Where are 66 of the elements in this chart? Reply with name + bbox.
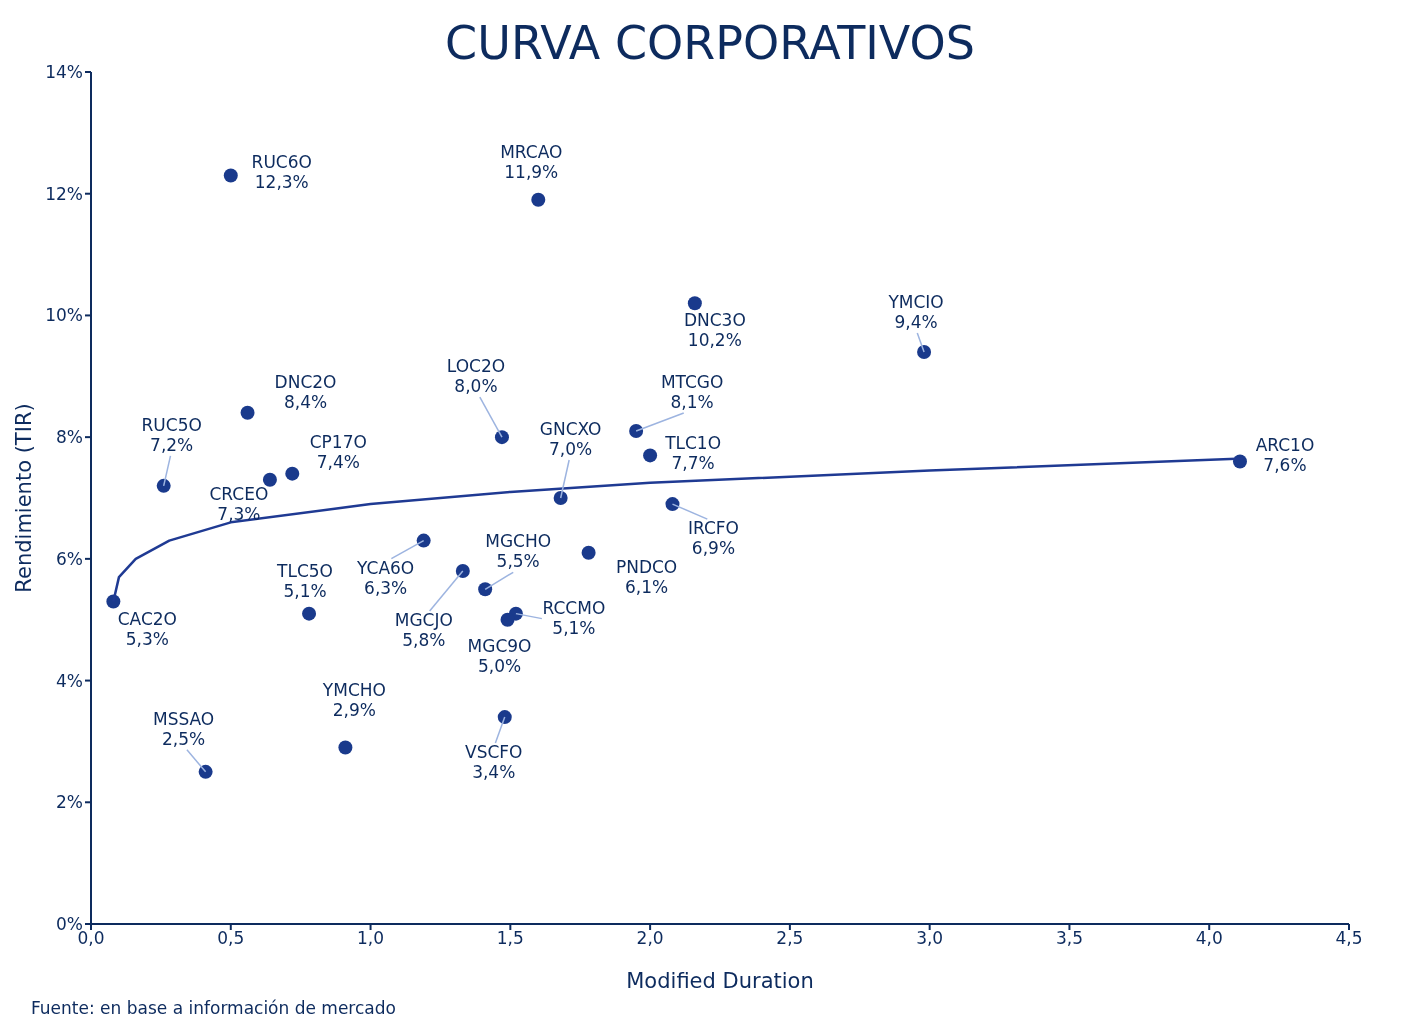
data-label: CRCEO 7,3% bbox=[209, 483, 269, 524]
y-tick-label: 2% bbox=[56, 792, 83, 813]
data-label: MGCJO 5,8% bbox=[394, 610, 453, 651]
y-tick-label: 6% bbox=[56, 548, 83, 569]
y-tick-label: 8% bbox=[56, 427, 83, 448]
data-label: DNC2O 8,4% bbox=[274, 371, 337, 412]
point bbox=[494, 430, 509, 445]
source-note: Fuente: en base a información de mercado bbox=[31, 998, 396, 1018]
data-label: CAC2O 5,3% bbox=[117, 609, 178, 650]
point bbox=[497, 710, 512, 725]
y-tick-label: 10% bbox=[45, 305, 83, 326]
point bbox=[665, 497, 680, 512]
data-label: RUC5O 7,2% bbox=[141, 414, 202, 455]
point bbox=[687, 296, 702, 311]
x-tick-label: 3,5 bbox=[1055, 928, 1083, 949]
data-label: RUC6O 12,3% bbox=[251, 152, 312, 193]
x-tick-label: 4,5 bbox=[1335, 928, 1363, 949]
x-tick-label: 0,5 bbox=[217, 928, 245, 949]
point bbox=[262, 472, 277, 487]
point bbox=[285, 466, 300, 481]
data-label: YCA6O 6,3% bbox=[356, 557, 415, 598]
point bbox=[302, 606, 317, 621]
data-label: TLC1O 7,7% bbox=[664, 433, 722, 474]
point bbox=[553, 491, 568, 505]
x-tick-label: 2,0 bbox=[636, 928, 664, 949]
point bbox=[455, 564, 470, 579]
data-label: DNC3O 10,2% bbox=[683, 310, 746, 351]
data-label: MRCAO 11,9% bbox=[500, 141, 563, 182]
data-label: YMCIO 9,4% bbox=[887, 291, 944, 332]
x-tick-label: 3,0 bbox=[916, 928, 944, 949]
y-tick-label: 14% bbox=[45, 62, 83, 83]
point bbox=[478, 582, 493, 597]
point bbox=[338, 740, 353, 755]
data-label: MSSAO 2,5% bbox=[152, 708, 215, 749]
y-tick-label: 12% bbox=[45, 183, 83, 204]
x-tick-label: 1,0 bbox=[357, 928, 385, 949]
point bbox=[629, 424, 644, 439]
point bbox=[531, 192, 546, 207]
data-label: GNCXO 7,0% bbox=[539, 419, 602, 459]
point bbox=[500, 612, 515, 627]
data-label: RCCMO 5,1% bbox=[542, 597, 606, 638]
x-tick-label: 1,5 bbox=[496, 928, 524, 949]
point bbox=[917, 344, 932, 359]
point bbox=[223, 168, 238, 183]
data-label: MGC9O 5,0% bbox=[467, 635, 532, 676]
point bbox=[581, 545, 596, 560]
data-label: MTCGO 8,1% bbox=[660, 372, 724, 413]
y-tick-label: 4% bbox=[56, 670, 83, 691]
chart-title: CURVA CORPORATIVOS bbox=[445, 16, 975, 70]
data-label: PNDCO 6,1% bbox=[615, 556, 678, 597]
point bbox=[198, 764, 213, 779]
data-label: ARC1O 7,6% bbox=[1255, 435, 1315, 476]
data-label: LOC2O 8,0% bbox=[446, 356, 506, 397]
point bbox=[643, 448, 658, 463]
point bbox=[240, 405, 255, 420]
x-axis-title: Modified Duration bbox=[626, 969, 814, 993]
y-axis-title: Rendimiento (TIR) bbox=[12, 403, 37, 593]
data-label: YMCHO 2,9% bbox=[321, 679, 386, 720]
data-label: VSCFO 3,4% bbox=[465, 742, 523, 783]
point bbox=[156, 478, 171, 493]
x-tick-label: 4,0 bbox=[1195, 928, 1223, 949]
data-label: IRCFO 6,9% bbox=[687, 518, 739, 559]
data-label: CP17O 7,4% bbox=[309, 431, 367, 472]
data-label: MGCHO 5,5% bbox=[485, 531, 552, 572]
data-label: TLC5O 5,1% bbox=[276, 560, 334, 601]
x-tick-label: 2,5 bbox=[776, 928, 804, 949]
